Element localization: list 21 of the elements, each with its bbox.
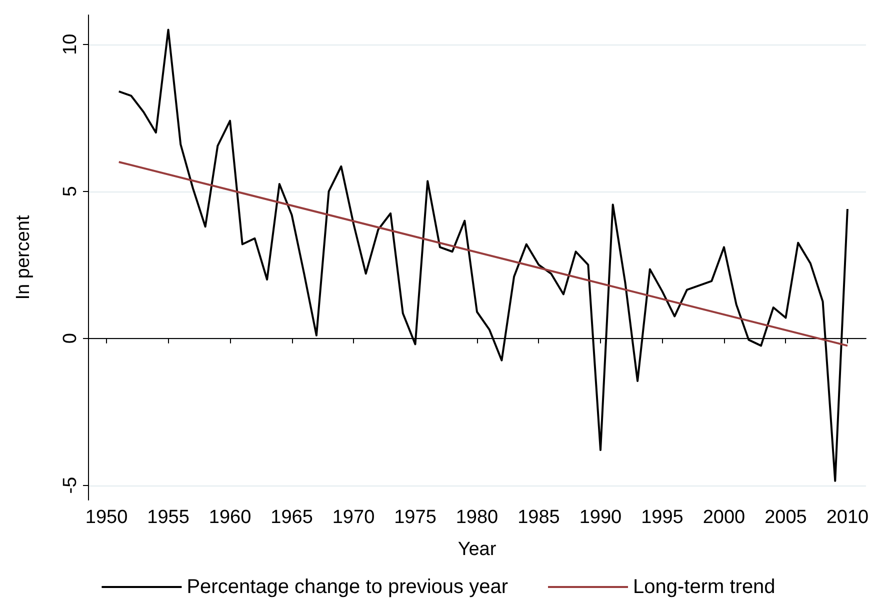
x-tick-label: 1965 xyxy=(270,507,313,528)
x-tick-label: 2005 xyxy=(764,507,807,528)
x-tick-label: 1970 xyxy=(332,507,375,528)
x-tick-label: 1980 xyxy=(456,507,498,528)
y-axis-title: In percent xyxy=(13,214,34,300)
x-tick-label: 1995 xyxy=(641,507,684,528)
y-tick-label: 5 xyxy=(60,186,81,197)
legend-label: Long-term trend xyxy=(633,576,776,598)
x-tick-label: 1975 xyxy=(394,507,436,528)
x-tick-label: 1960 xyxy=(208,507,252,528)
x-tick-label: 1955 xyxy=(147,507,190,528)
x-tick-label: 1990 xyxy=(579,507,622,528)
y-tick-label: 0 xyxy=(60,333,81,344)
x-tick-label: 1950 xyxy=(85,507,128,528)
legend-label: Percentage change to previous year xyxy=(186,576,508,598)
x-tick-label: 1985 xyxy=(518,507,560,528)
y-tick-label: -5 xyxy=(60,476,81,494)
x-tick-label: 2000 xyxy=(702,507,746,528)
x-axis-title: Year xyxy=(458,539,497,560)
y-tick-label: 10 xyxy=(60,34,81,55)
x-tick-label: 2010 xyxy=(826,507,869,528)
